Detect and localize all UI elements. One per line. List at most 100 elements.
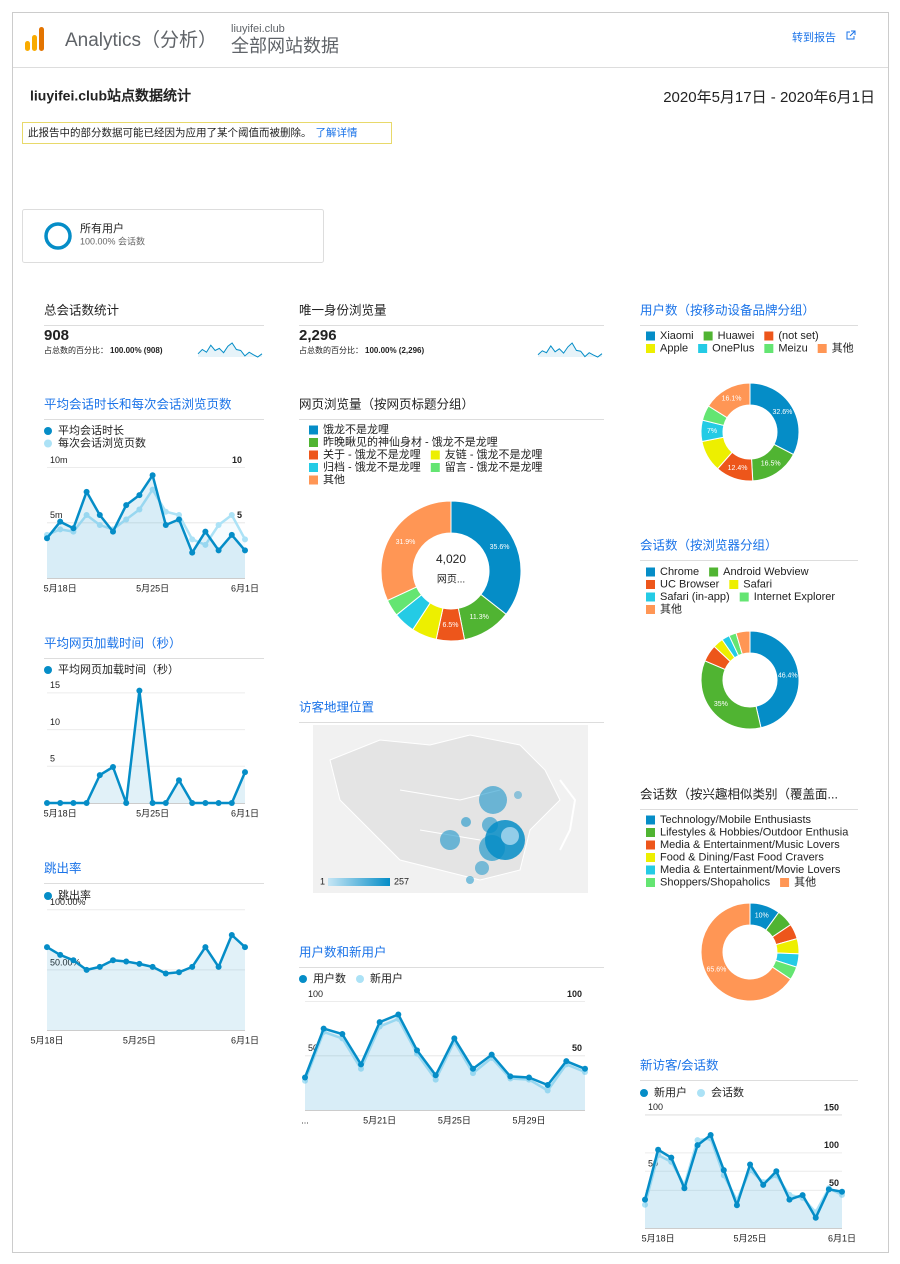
legend-swatch bbox=[44, 439, 52, 448]
legend-label: 友链 - 饿龙不是龙哩 bbox=[445, 447, 543, 461]
go-to-report[interactable]: 转到报告 bbox=[792, 30, 836, 44]
x-tick-label: 5月25日 bbox=[136, 583, 169, 593]
line-point bbox=[136, 492, 143, 499]
line-point bbox=[642, 1201, 648, 1208]
x-tick-label: 5月25日 bbox=[734, 1233, 767, 1243]
line-point bbox=[123, 800, 130, 806]
line-point bbox=[123, 502, 130, 509]
line-point bbox=[642, 1196, 648, 1203]
legend-swatch bbox=[646, 840, 655, 850]
line-point bbox=[110, 957, 116, 964]
x-tick-label: 6月1日 bbox=[231, 1035, 259, 1045]
x-tick-label: 5月18日 bbox=[30, 1035, 63, 1045]
line-point bbox=[681, 1185, 688, 1192]
slice-label: 32.6% bbox=[773, 409, 793, 416]
slice-label: 65.6% bbox=[707, 967, 727, 974]
donut-center-value: 4,020 bbox=[436, 552, 466, 566]
y-tick-label: 100.00% bbox=[50, 897, 86, 907]
legend-swatch bbox=[309, 438, 318, 447]
line-point bbox=[668, 1154, 675, 1161]
line-point bbox=[176, 777, 182, 784]
line-area bbox=[305, 1014, 585, 1110]
line-area bbox=[47, 935, 245, 1030]
legend-swatch bbox=[309, 425, 318, 435]
legend-label: Media & Entertainment/Music Lovers bbox=[660, 839, 840, 851]
line-point bbox=[202, 944, 209, 951]
line-point bbox=[358, 1061, 364, 1068]
legend-swatch bbox=[646, 878, 655, 887]
line-point bbox=[215, 521, 222, 528]
legend-swatch bbox=[764, 331, 774, 341]
y-tick-label: 100 bbox=[824, 1140, 839, 1150]
widget-title: 唯一身份浏览量 bbox=[299, 302, 387, 317]
y-tick-label: 100 bbox=[567, 989, 582, 999]
segment-card[interactable] bbox=[22, 209, 324, 263]
line-point bbox=[110, 764, 116, 771]
slice-label: 16.1% bbox=[722, 396, 742, 403]
line-point bbox=[110, 528, 116, 535]
pct-value: 100.00% (908) bbox=[110, 346, 163, 355]
line-point bbox=[57, 518, 64, 525]
line-point bbox=[733, 1202, 740, 1209]
line-point bbox=[799, 1192, 806, 1199]
x-tick-label: 5月18日 bbox=[44, 583, 77, 593]
line-point bbox=[707, 1131, 714, 1138]
line-point bbox=[202, 541, 209, 548]
slice-label: 35% bbox=[714, 701, 728, 708]
line-point bbox=[302, 1074, 308, 1081]
donut-slice bbox=[707, 382, 751, 419]
x-tick-label: 5月25日 bbox=[136, 808, 169, 818]
legend-swatch bbox=[646, 853, 655, 862]
legend-swatch bbox=[646, 344, 655, 353]
sparkline-area bbox=[538, 343, 602, 357]
external-icon[interactable] bbox=[846, 30, 856, 40]
legend-label: Internet Explorer bbox=[754, 591, 836, 603]
line-point bbox=[395, 1011, 402, 1018]
line-point bbox=[215, 547, 222, 554]
line-point bbox=[432, 1076, 439, 1083]
line-point bbox=[694, 1137, 701, 1144]
donut-center-label: 网页... bbox=[437, 574, 465, 586]
widget-title: 会话数（按兴趣相似类别（覆盖面... bbox=[640, 786, 838, 801]
line-point bbox=[162, 521, 169, 528]
line-point bbox=[162, 800, 169, 806]
x-tick-label: 5月25日 bbox=[438, 1115, 471, 1125]
segment-name: 所有用户 bbox=[80, 221, 124, 235]
report-title: liuyifei.club站点数据统计 bbox=[30, 88, 191, 104]
line-point bbox=[582, 1065, 588, 1072]
legend-swatch bbox=[44, 666, 52, 674]
line-point bbox=[339, 1031, 346, 1038]
line-point bbox=[57, 951, 64, 958]
slice-label: 6.5% bbox=[443, 622, 459, 629]
legend-swatch bbox=[309, 475, 318, 485]
line-point bbox=[747, 1161, 754, 1168]
legend-label: Lifestyles & Hobbies/Outdoor Enthusia bbox=[660, 826, 849, 838]
legend-label: Safari (in-app) bbox=[660, 591, 730, 603]
line-point bbox=[470, 1065, 476, 1072]
legend-swatch bbox=[698, 344, 708, 353]
slice-label: 16.5% bbox=[761, 461, 781, 468]
legend-swatch bbox=[709, 567, 719, 577]
line-point bbox=[228, 932, 235, 939]
legend-label: Technology/Mobile Enthusiasts bbox=[660, 814, 812, 826]
line-point bbox=[694, 1142, 701, 1149]
slice-label: 31.9% bbox=[396, 539, 416, 546]
legend-swatch bbox=[44, 892, 52, 900]
legend-swatch bbox=[703, 331, 713, 341]
sparkline-area bbox=[198, 343, 262, 357]
legend-swatch bbox=[430, 463, 440, 472]
line-point bbox=[242, 536, 248, 543]
line-point bbox=[96, 521, 103, 528]
date-range[interactable]: 2020年5月17日 - 2020年6月1日 bbox=[663, 89, 875, 106]
notice-link[interactable]: 了解详情 bbox=[316, 126, 358, 139]
line-point bbox=[215, 800, 222, 806]
legend-swatch bbox=[739, 592, 749, 602]
slice-label: 35.6% bbox=[490, 544, 510, 551]
line-area bbox=[47, 475, 245, 578]
x-tick-label: 6月1日 bbox=[231, 583, 259, 593]
line bbox=[46, 488, 247, 547]
legend-label: Xiaomi bbox=[660, 330, 694, 342]
widget-title: 新访客/会话数 bbox=[640, 1057, 719, 1072]
y-tick-label: 50 bbox=[829, 1178, 839, 1188]
